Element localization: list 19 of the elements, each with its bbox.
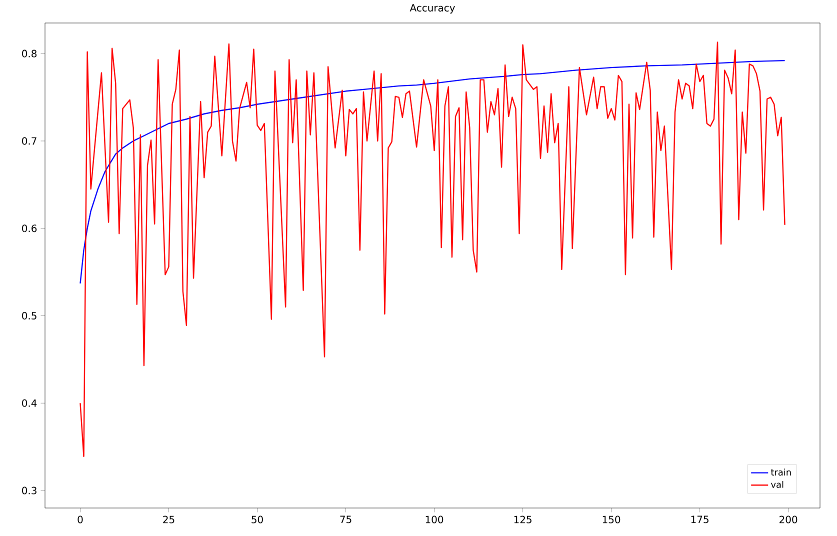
y-tick-label: 0.4 xyxy=(22,399,37,407)
x-tick-label: 75 xyxy=(340,516,352,524)
x-tick-label: 50 xyxy=(252,516,263,524)
y-tick-label: 0.7 xyxy=(22,137,36,145)
y-tick-label: 0.6 xyxy=(22,224,37,232)
x-tick-label: 200 xyxy=(780,516,798,524)
x-tick-label: 100 xyxy=(426,516,444,524)
x-tick-label: 150 xyxy=(602,516,620,524)
legend-label: val xyxy=(770,480,784,488)
x-tick-label: 0 xyxy=(78,516,83,524)
y-tick-label: 0.8 xyxy=(22,50,37,58)
legend-label: train xyxy=(770,468,791,476)
y-tick-label: 0.3 xyxy=(22,486,36,494)
x-tick-label: 25 xyxy=(163,516,174,524)
y-tick-label: 0.5 xyxy=(22,312,36,320)
line-series xyxy=(80,42,786,458)
x-tick-label: 125 xyxy=(514,516,532,524)
chart-title: Accuracy xyxy=(410,4,455,14)
x-tick-label: 175 xyxy=(691,516,708,524)
